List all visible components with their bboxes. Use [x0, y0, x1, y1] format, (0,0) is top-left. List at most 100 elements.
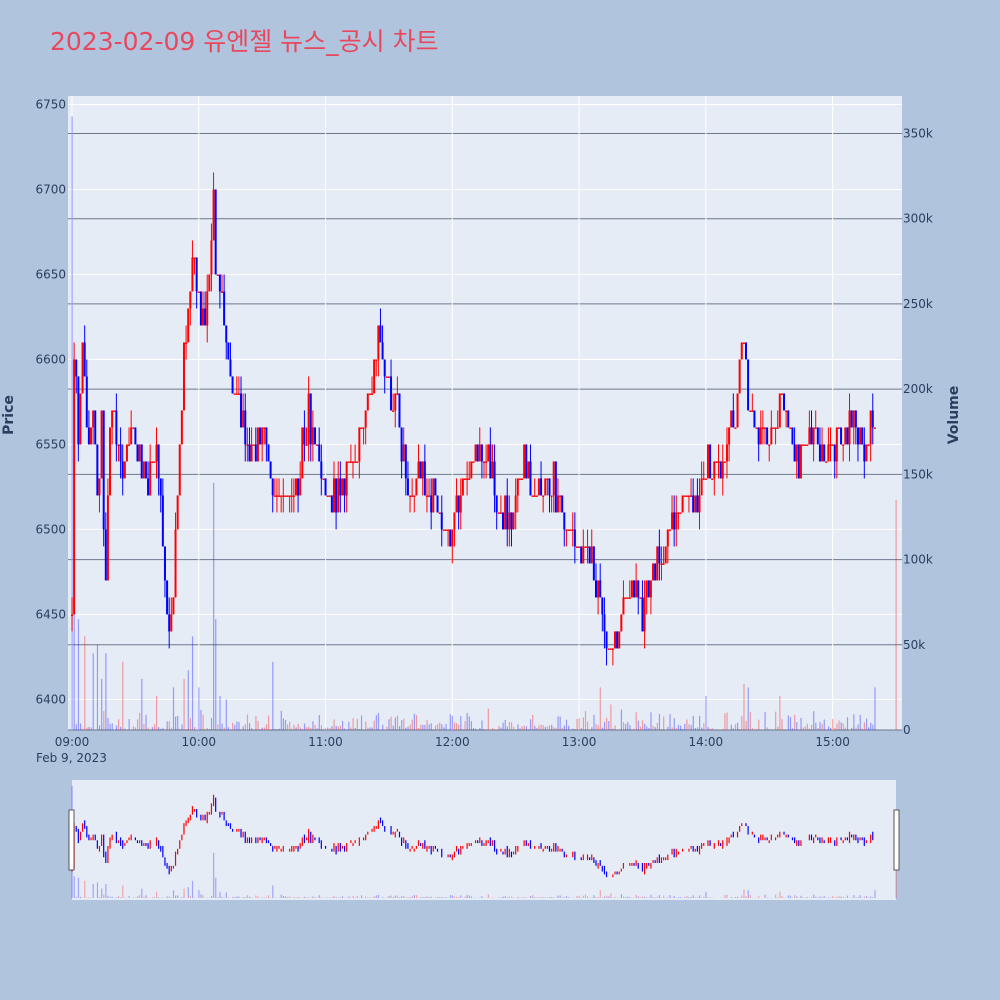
overview-volume-bar [593, 895, 595, 898]
overview-volume-bar [584, 894, 587, 898]
candle-body [214, 189, 217, 275]
volume-bar [810, 724, 813, 730]
overview-volume-bar [705, 891, 707, 898]
overview-volume-bar [98, 897, 101, 898]
overview-volume-bar [521, 897, 523, 898]
candle-body [432, 478, 435, 513]
candle-body [783, 393, 786, 411]
candle-body [816, 427, 819, 445]
candle-body [326, 495, 329, 497]
candle-body [778, 393, 781, 428]
overview-volume-bar [166, 896, 168, 898]
overview-volume-bar [255, 895, 257, 898]
overview-volume-bar [141, 888, 143, 898]
candle-body [345, 461, 348, 496]
candle-body [633, 580, 636, 598]
volume-bar [265, 724, 268, 730]
candle-body [358, 427, 361, 462]
overview-volume-bar [652, 897, 654, 898]
candle-body [430, 495, 433, 513]
candle-body [584, 546, 587, 548]
volume-bar [424, 724, 426, 730]
candle-body [821, 444, 824, 462]
volume-bar [525, 726, 527, 730]
candle-body [823, 444, 826, 462]
overview-volume-bar [289, 896, 291, 898]
volume-tick-label: 50k [903, 638, 925, 652]
overview-volume-bar [800, 895, 802, 898]
volume-bar [470, 721, 473, 730]
candle-body [508, 512, 511, 530]
candle-body [189, 291, 192, 309]
candle-body [690, 495, 693, 497]
candle-body [639, 597, 642, 599]
overview-volume-bar [314, 897, 316, 898]
candle-body [624, 597, 627, 599]
overview-volume-bar [502, 896, 504, 898]
candle-body [453, 512, 456, 530]
volume-bar [458, 724, 460, 730]
overview-volume-bar [525, 897, 527, 898]
volume-bar [270, 729, 272, 730]
volume-bar [143, 723, 145, 730]
range-slider[interactable] [72, 780, 896, 900]
range-slider-volume [71, 785, 897, 898]
candle-body [421, 461, 424, 479]
volume-bar [741, 716, 743, 730]
candle-body [176, 495, 179, 530]
overview-volume-bar [591, 897, 593, 898]
volume-bar [168, 721, 170, 730]
candle-body [599, 580, 602, 598]
candle-body [187, 308, 190, 343]
candle-body [254, 444, 257, 462]
candle-body [157, 444, 160, 479]
candle-body [732, 410, 735, 428]
candle-body [349, 461, 352, 463]
volume-bar [299, 727, 301, 730]
candle-body [831, 444, 834, 446]
volume-bar [179, 728, 181, 730]
volume-bar [181, 724, 183, 730]
volume-bar [462, 729, 464, 730]
volume-bar [255, 715, 257, 730]
candle-body [218, 274, 221, 292]
volume-bar [498, 725, 500, 730]
volume-bar [246, 714, 249, 730]
volume-bar [781, 719, 783, 730]
volume-bar [844, 727, 846, 730]
candle-body [297, 478, 300, 496]
volume-bar [796, 722, 798, 730]
overview-volume-bar [257, 896, 259, 898]
candle-body [844, 427, 847, 445]
overview-volume-bar [451, 895, 454, 898]
candle-body [827, 444, 830, 462]
volume-bar [500, 727, 502, 730]
candle-body [717, 461, 720, 463]
overview-volume-bar [815, 896, 817, 898]
overview-volume-bar [614, 897, 616, 898]
price-tick-label: 6450 [35, 607, 66, 621]
candle-body [447, 529, 450, 531]
volume-bar [344, 728, 346, 730]
candle-body [147, 478, 150, 496]
candle-body [635, 580, 638, 598]
volume-bar [287, 724, 289, 730]
candle-body [850, 410, 853, 428]
volume-bar [669, 714, 671, 730]
overview-volume-bar [312, 896, 314, 898]
volume-bar [713, 729, 715, 730]
volume-bar [439, 722, 441, 730]
candle-body [637, 580, 640, 598]
range-slider-right-handle[interactable] [893, 809, 900, 871]
range-slider-left-handle[interactable] [68, 809, 75, 871]
plot-area[interactable] [68, 96, 902, 730]
volume-bar [242, 726, 244, 730]
candle-body [603, 614, 606, 632]
overview-volume-bar [333, 896, 335, 898]
candle-body [371, 393, 374, 395]
candlesticks[interactable] [71, 172, 876, 666]
volume-bar [111, 723, 113, 730]
volume-bar [572, 728, 574, 730]
volume-bar [534, 725, 536, 730]
